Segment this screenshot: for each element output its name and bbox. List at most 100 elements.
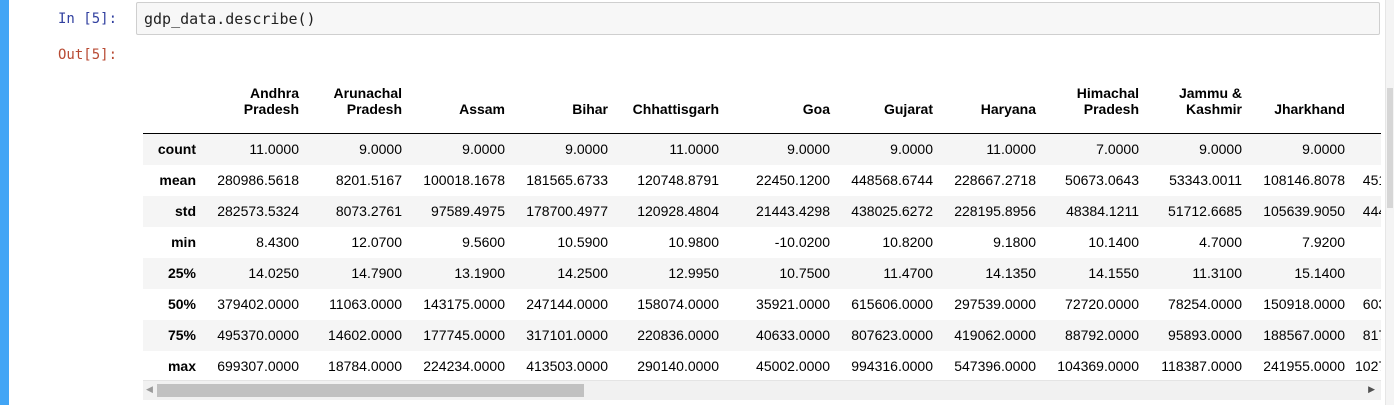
row-label: min [171,234,196,250]
table-cell: 178700.4977 [526,203,608,219]
horizontal-scrollbar[interactable]: ◀ ▶ [143,380,1381,400]
table-cell: 807623.0000 [851,327,933,343]
row-label: mean [159,172,196,188]
table-cell: 11.3100 [1192,265,1242,281]
column-header: Jammu & Kashmir [1178,85,1242,117]
table-cell: 100018.1678 [423,172,505,188]
column-header: Jharkhand [1274,101,1345,117]
table-cell: 11063.0000 [329,296,402,312]
table-cell: 18784.0000 [328,358,402,374]
table-cell: 9.0000 [787,141,830,158]
table-row: 50% 379402.0000 11063.0000 143175.0000 24714… [143,289,1381,320]
scroll-left-arrow-icon[interactable]: ◀ [146,385,153,395]
table-cell: 177745.0000 [423,327,505,343]
row-label: max [167,358,196,374]
table-cell: 14.1350 [985,265,1036,281]
table-cell: 51712.6685 [1168,203,1242,219]
table-cell: 228667.2718 [954,172,1036,188]
scrollbar-thumb[interactable] [157,384,584,397]
table-cell: 95893.0000 [1168,327,1242,343]
table-cell: 9.0000 [359,141,402,158]
table-cell: 97589.4975 [431,203,505,219]
table-cell: 241955.0000 [1263,358,1345,374]
code-text[interactable]: gdp_data.describe() [144,10,316,28]
table-cell: 8.4300 [256,234,299,250]
vertical-scrollbar-thumb[interactable] [1387,88,1393,208]
table-cell: 14.0250 [248,265,299,281]
row-label: std [175,203,196,219]
table-cell: 10.7500 [779,265,830,281]
table-cell: 9.0000 [462,141,505,158]
table-cell: 22450.1200 [756,172,830,188]
table-cell: 282573.5324 [217,203,299,219]
table-cell: 317101.0000 [526,327,608,343]
table-cell: 994316.0000 [851,358,933,374]
table-cell: 7.0000 [1096,141,1139,158]
table-cell: 120928.4804 [637,203,719,219]
table-cell: 10.9800 [668,234,719,250]
table-cell: 15.1400 [1294,265,1345,281]
column-header: Gujarat [883,101,933,117]
table-row: std 282573.5324 8073.2761 97589.4975 178700.… [143,195,1381,227]
table-cell: 4.7000 [1199,234,1242,250]
column-header: Bihar [572,101,608,117]
table-cell: 290140.0000 [637,358,719,374]
table-cell: 9.0000 [1199,141,1242,158]
output-area: Andhra Pradesh Arunachal Pradesh Assam Biha… [143,62,1381,380]
table-cell: 7.9200 [1302,234,1345,250]
table-cell: 105639.9050 [1263,203,1345,219]
table-cell: 9.0000 [890,141,933,158]
table-row: count 11.0000 9.0000 9.0000 9.0000 11.0000 9.0… [143,133,1381,165]
table-cell: 50673.0643 [1065,172,1139,188]
table-cell: 188567.0000 [1263,327,1345,343]
table-cell: 11.0000 [986,141,1036,158]
describe-table: Andhra Pradesh Arunachal Pradesh Assam Biha… [143,62,1381,380]
table-cell: 13.1900 [454,265,505,281]
table-cell: 14 [1350,258,1381,289]
table-cell: 615606.0000 [851,296,933,312]
row-label: 50% [167,296,196,312]
scroll-right-arrow-icon[interactable]: ▶ [1368,385,1375,395]
table-cell: 444821 [1362,203,1381,219]
table-cell: 12.0700 [351,234,402,250]
table-cell: 451364 [1362,172,1381,188]
table-cell: 817886 [1362,327,1381,343]
table-row: mean 280986.5618 8201.5167 100018.1678 18156… [143,165,1381,196]
index-header [143,62,201,134]
table-cell: 547396.0000 [954,358,1036,374]
table-cell: 12.9950 [668,265,719,281]
table-cell: 53343.0011 [1169,172,1242,188]
code-input-cell[interactable]: gdp_data.describe() [136,2,1380,35]
table-cell: 247144.0000 [526,296,608,312]
table-cell: 1027068 [1355,358,1381,374]
table-cell: 108146.8078 [1263,172,1345,188]
table-cell: 40633.0000 [756,327,830,343]
column-header: Andhra Pradesh [243,85,299,117]
table-cell: 1! [1350,227,1381,258]
vertical-scrollbar[interactable] [1385,0,1394,405]
table-row: max 699307.0000 18784.0000 224234.0000 41350… [143,351,1381,381]
column-header: Haryana [980,101,1036,117]
table-cell: 699307.0000 [217,358,299,374]
table-cell: 14.2500 [557,265,608,281]
row-label: count [157,141,196,158]
table-cell: 603775 [1362,296,1381,312]
table-cell: 14.1550 [1088,265,1139,281]
table-cell: 10.5900 [557,234,608,250]
table-cell: 45002.0000 [756,358,830,374]
column-header: Karr [1350,62,1382,134]
selected-cell-indicator [0,0,9,405]
table-cell: 419062.0000 [954,327,1036,343]
table-cell: 88792.0000 [1065,327,1139,343]
table-cell: 143175.0000 [423,296,505,312]
table-cell: 280986.5618 [217,172,299,188]
table-cell: 413503.0000 [526,358,608,374]
table-cell: 438025.6272 [851,203,933,219]
table-cell: 448568.6744 [851,172,933,188]
table-cell: 11.4700 [883,265,933,281]
table-cell: 9.0000 [1302,141,1345,158]
table-cell: 495370.0000 [217,327,299,343]
table-cell: 21443.4298 [756,203,830,219]
table-cell: 228195.8956 [954,203,1036,219]
row-label: 75% [167,327,196,343]
